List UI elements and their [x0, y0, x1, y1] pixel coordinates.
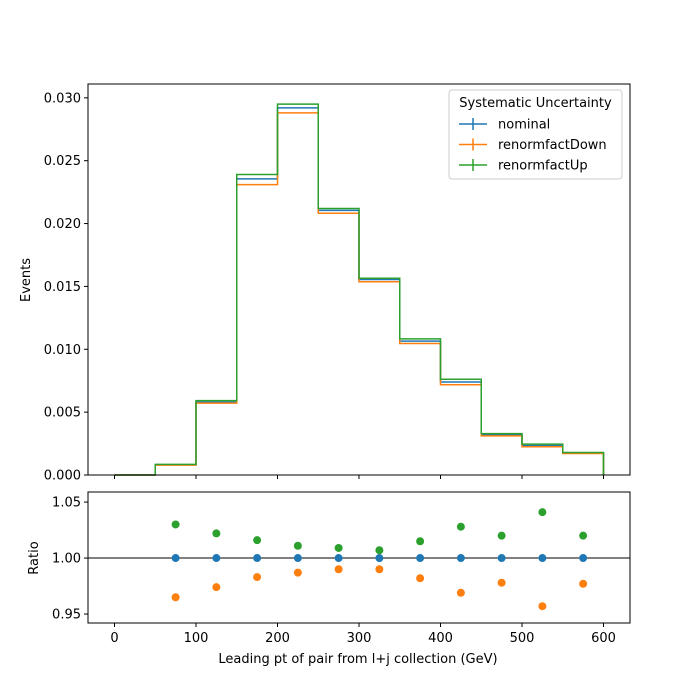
ratio-point-renormfactDown: [334, 565, 343, 574]
ratio-x-tick-label: 300: [347, 631, 372, 646]
ratio-x-tick-label: 200: [265, 631, 290, 646]
main-y-tick-label: 0.030: [44, 91, 81, 106]
ratio-point-renormfactDown: [456, 588, 465, 597]
main-y-tick-label: 0.015: [44, 280, 81, 295]
ratio-point-renormfactDown: [212, 583, 221, 592]
ratio-point-renormfactUp: [334, 543, 343, 552]
ratio-point-renormfactUp: [253, 536, 262, 545]
ratio-point-renormfactUp: [497, 531, 506, 540]
ratio-point-nominal: [456, 554, 465, 563]
legend-label-renormfactUp: renormfactUp: [498, 159, 588, 174]
ratio-point-renormfactDown: [538, 602, 547, 611]
ratio-point-renormfactDown: [171, 593, 180, 602]
ratio-y-tick-label: 1.00: [52, 552, 81, 567]
ratio-y-tick-label: 1.05: [52, 496, 81, 511]
ratio-x-tick-label: 600: [591, 631, 616, 646]
ratio-point-renormfactDown: [293, 568, 302, 577]
histogram-series-group: [114, 103, 605, 476]
ratio-point-renormfactUp: [375, 546, 384, 555]
ratio-point-renormfactDown: [579, 579, 588, 588]
ratio-plot-panel: 0.95 1.00 1.05 0 100 200 300 400 500 600 Ratio L…: [27, 491, 631, 667]
ratio-point-renormfactUp: [171, 520, 180, 529]
legend: Systematic Uncertainty nominal renormfact…: [448, 89, 623, 180]
ratio-point-renormfactUp: [579, 531, 588, 540]
main-y-tick-label: 0.020: [44, 217, 81, 232]
ratio-point-renormfactDown: [416, 574, 425, 583]
legend-label-renormfactDown: renormfactDown: [498, 138, 607, 153]
legend-title: Systematic Uncertainty: [459, 96, 612, 111]
ratio-point-renormfactUp: [456, 522, 465, 531]
ratio-point-renormfactDown: [375, 565, 384, 574]
ratio-x-tick-label: 100: [184, 631, 209, 646]
main-y-ticks: 0.000 0.005 0.010 0.015 0.020 0.025 0.030: [44, 91, 88, 484]
ratio-point-renormfactUp: [416, 537, 425, 546]
main-y-tick-label: 0.010: [44, 343, 81, 358]
legend-entries: nominal renormfactDown renormfactUp: [459, 118, 607, 174]
legend-box: [448, 89, 623, 180]
ratio-point-renormfactDown: [497, 578, 506, 587]
main-y-axis-label: Events: [19, 258, 34, 302]
ratio-points-group: [171, 508, 588, 611]
ratio-point-renormfactUp: [293, 541, 302, 550]
main-x-ticks: [113, 475, 605, 479]
ratio-y-tick-label: 0.95: [52, 608, 81, 623]
ratio-y-ticks: 0.95 1.00 1.05: [52, 496, 88, 623]
ratio-point-nominal: [497, 554, 506, 563]
ratio-point-nominal: [579, 554, 588, 563]
ratio-point-renormfactDown: [253, 573, 262, 582]
ratio-point-nominal: [538, 554, 547, 563]
ratio-point-nominal: [253, 554, 262, 563]
ratio-point-nominal: [375, 554, 384, 563]
legend-label-nominal: nominal: [498, 118, 550, 133]
ratio-x-tick-label: 500: [510, 631, 535, 646]
x-axis-label: Leading pt of pair from l+j collection (…: [218, 652, 497, 667]
ratio-point-nominal: [293, 554, 302, 563]
ratio-point-renormfactUp: [538, 508, 547, 517]
ratio-point-nominal: [212, 554, 221, 563]
histogram-renormfactUp: [114, 103, 605, 476]
ratio-x-tick-label: 400: [428, 631, 453, 646]
ratio-point-nominal: [171, 554, 180, 563]
main-y-tick-label: 0.000: [44, 469, 81, 484]
ratio-x-ticks: 0 100 200 300 400 500 600: [110, 623, 616, 646]
main-plot-panel: 0.000 0.005 0.010 0.015 0.020 0.025 0.030 Even…: [19, 83, 631, 484]
ratio-point-nominal: [416, 554, 425, 563]
main-y-tick-label: 0.005: [44, 406, 81, 421]
ratio-point-nominal: [334, 554, 343, 563]
main-y-tick-label: 0.025: [44, 154, 81, 169]
ratio-point-renormfactUp: [212, 529, 221, 538]
ratio-y-axis-label: Ratio: [27, 541, 42, 574]
ratio-x-tick-label: 0: [110, 631, 118, 646]
